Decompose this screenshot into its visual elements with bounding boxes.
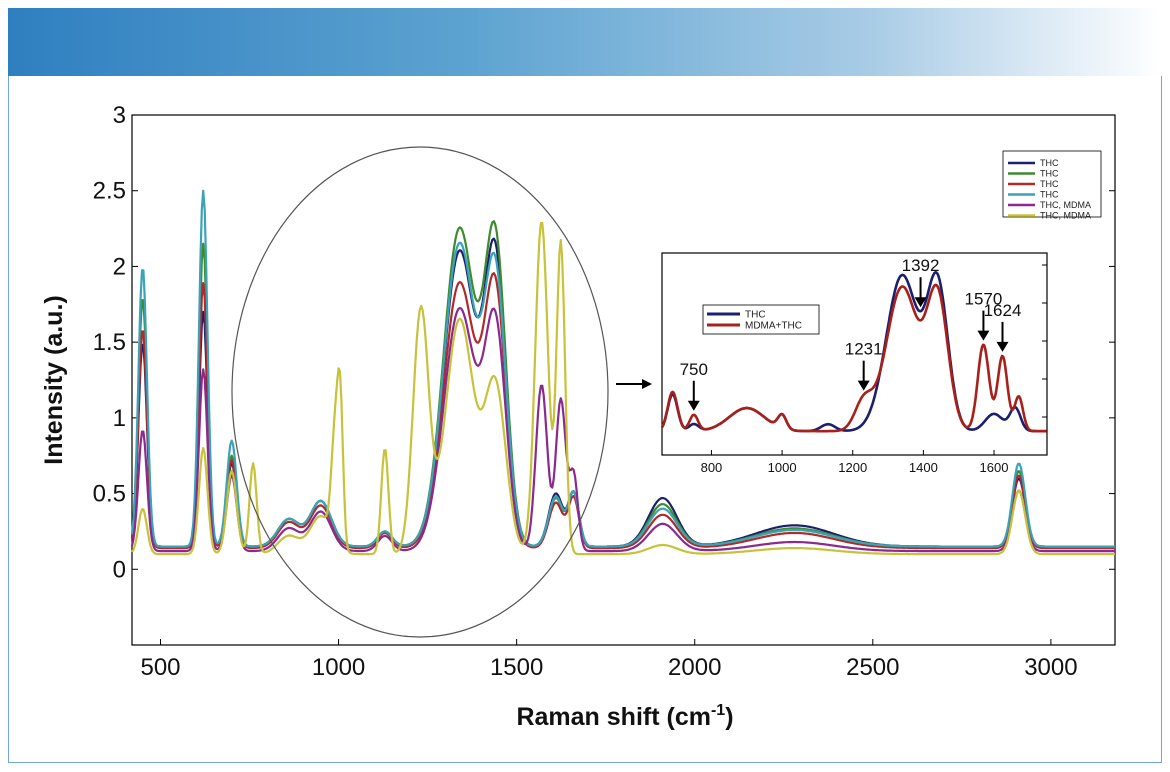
inset-x-tick-label: 1400 bbox=[909, 460, 938, 475]
annotation-arrowhead bbox=[914, 297, 927, 308]
y-tick-label: 3 bbox=[113, 102, 126, 129]
legend-label: THC bbox=[1040, 190, 1059, 200]
annotation-label: 1392 bbox=[902, 256, 940, 275]
y-tick-label: 1.5 bbox=[93, 329, 126, 356]
x-tick-label: 500 bbox=[140, 654, 180, 681]
annotation-arrowhead bbox=[977, 330, 990, 341]
inset-x-tick-label: 1200 bbox=[838, 460, 867, 475]
y-tick-label: 0.5 bbox=[93, 481, 126, 508]
x-tick-label: 3000 bbox=[1024, 654, 1077, 681]
inset-series-line-2 bbox=[660, 283, 1047, 433]
y-tick-label: 2 bbox=[113, 253, 126, 280]
inset-chart: 800 1000 1200 1400 1600 7501231139215701624 … bbox=[660, 252, 1048, 475]
legend-label: THC bbox=[1040, 179, 1059, 189]
figure-frame bbox=[8, 76, 1162, 763]
x-tick-label: 2000 bbox=[668, 654, 721, 681]
legend-label: THC bbox=[1040, 158, 1059, 168]
x-tick-label: 2500 bbox=[846, 654, 899, 681]
main-axis-ticks: 500 1000 1500 2000 2500 3000 0 0.5 1 1.5 2 2.5 3 bbox=[93, 102, 1115, 681]
y-axis-label: Intensity (a.u.) bbox=[40, 295, 68, 464]
inset-legend-label: MDMA+THC bbox=[745, 321, 802, 332]
y-tick-label: 0 bbox=[113, 556, 126, 583]
annotation-label: 1624 bbox=[984, 301, 1022, 320]
header-band bbox=[8, 8, 1162, 76]
x-tick-label: 1000 bbox=[312, 654, 365, 681]
legend-label: THC bbox=[1040, 169, 1059, 179]
annotation-arrowhead bbox=[687, 400, 700, 411]
legend-label: THC, MDMA bbox=[1040, 211, 1091, 221]
series-line-4 bbox=[130, 189, 1115, 548]
inset-x-tick-label: 1600 bbox=[980, 460, 1009, 475]
annotation-label: 750 bbox=[680, 360, 708, 379]
x-tick-label: 1500 bbox=[490, 654, 543, 681]
inset-arrow bbox=[616, 379, 652, 389]
annotation-arrowhead bbox=[996, 341, 1009, 352]
annotation-arrowhead bbox=[857, 380, 870, 391]
series-line-3 bbox=[130, 272, 1115, 550]
inset-x-tick-label: 800 bbox=[701, 460, 723, 475]
main-series-group bbox=[130, 189, 1115, 556]
inset-plot-area bbox=[661, 252, 1048, 456]
series-line-6 bbox=[131, 221, 1115, 556]
legend-label: THC, MDMA bbox=[1040, 200, 1091, 210]
y-tick-label: 1 bbox=[113, 405, 126, 432]
inset-legend-label: THC bbox=[745, 310, 766, 321]
annotation-label: 1231 bbox=[845, 340, 883, 359]
annotation-label: 1570 bbox=[965, 290, 1003, 309]
highlight-ellipse bbox=[231, 146, 609, 638]
series-line-5 bbox=[130, 306, 1115, 553]
y-tick-label: 2.5 bbox=[93, 178, 126, 205]
x-axis-label: Raman shift (cm-1) bbox=[516, 702, 733, 731]
inset-x-tick-label: 1000 bbox=[768, 460, 797, 475]
inset-legend-box bbox=[702, 304, 820, 335]
